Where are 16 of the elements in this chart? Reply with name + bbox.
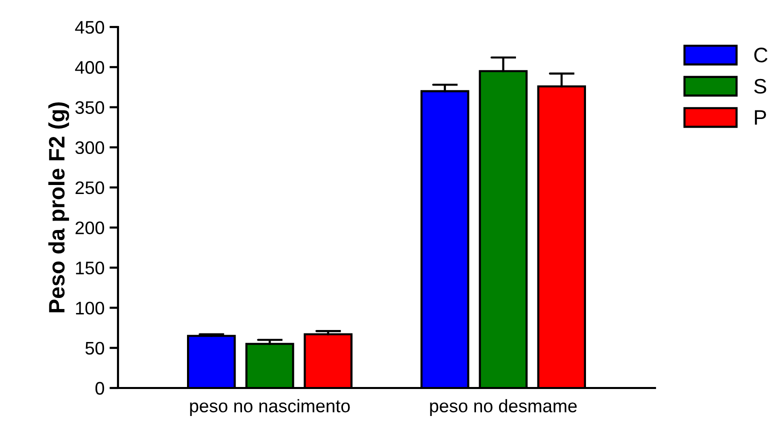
y-tick-label: 250 [76,181,104,194]
x-tick-label: peso no nascimento [190,399,350,416]
y-tick-label: 200 [76,221,104,234]
legend-label: P [754,110,766,125]
y-tick-label: 350 [75,101,104,114]
y-tick-label: 100 [76,302,104,314]
y-tick-label: 150 [76,262,104,274]
x-tick-label: peso no desmame [430,399,577,416]
legend-label: S [754,78,766,94]
y-axis-title: Peso da prole F2 (g) [48,102,70,312]
y-tick-label: 0 [95,382,104,395]
y-tick-label: 50 [85,342,104,355]
y-tick-label: 450 [75,20,104,34]
y-tick-label: 300 [75,141,104,154]
y-tick-label: 400 [75,61,104,74]
legend-label: C [754,48,768,62]
